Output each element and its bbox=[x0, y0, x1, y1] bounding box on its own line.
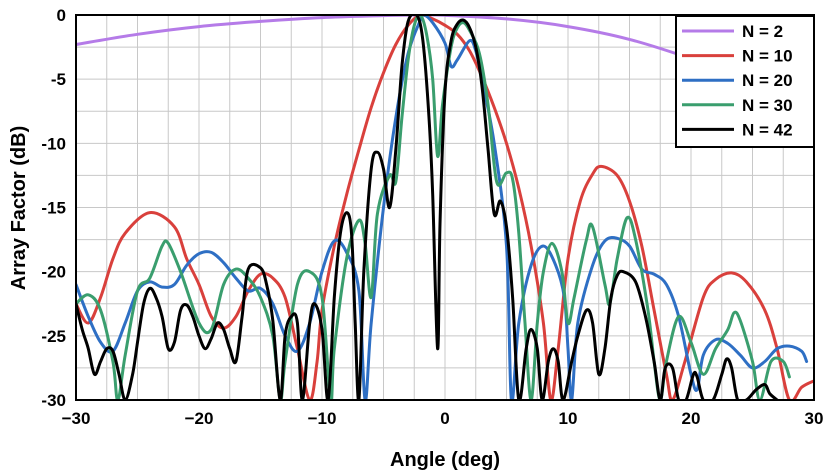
x-tick-label: −10 bbox=[308, 409, 337, 428]
plot-frame bbox=[75, 14, 815, 401]
legend-label: N = 42 bbox=[742, 120, 793, 139]
x-tick-labels: −30 −20 −10 0 10 20 30 bbox=[62, 409, 824, 428]
x-tick-label: 30 bbox=[805, 409, 824, 428]
legend-label: N = 20 bbox=[742, 71, 793, 90]
y-tick-label: -10 bbox=[41, 134, 66, 153]
x-axis-title: Angle (deg) bbox=[390, 449, 500, 471]
legend-label: N = 30 bbox=[742, 96, 793, 115]
legend-label: N = 2 bbox=[742, 22, 783, 41]
x-tick-label: 20 bbox=[682, 409, 701, 428]
x-tick-label: −20 bbox=[185, 409, 214, 428]
y-tick-label: -30 bbox=[41, 391, 66, 410]
legend-label: N = 10 bbox=[742, 47, 793, 66]
series-line-n2 bbox=[76, 15, 718, 71]
y-tick-label: -20 bbox=[41, 263, 66, 282]
y-tick-label: 0 bbox=[57, 6, 66, 25]
y-axis-title: Array Factor (dB) bbox=[8, 126, 30, 290]
series-line-n20 bbox=[76, 15, 809, 400]
y-tick-label: -25 bbox=[41, 327, 66, 346]
x-tick-label: 0 bbox=[440, 409, 449, 428]
y-tick-label: -5 bbox=[51, 70, 66, 89]
series-line-n42 bbox=[76, 15, 779, 400]
y-tick-label: -15 bbox=[41, 199, 66, 218]
x-tick-label: 10 bbox=[559, 409, 578, 428]
legend: N = 2 N = 10 N = 20 N = 30 N = 42 bbox=[675, 15, 815, 148]
y-tick-labels: 0 -5 -10 -15 -20 -25 -30 bbox=[41, 6, 66, 410]
x-tick-label: −30 bbox=[62, 409, 91, 428]
